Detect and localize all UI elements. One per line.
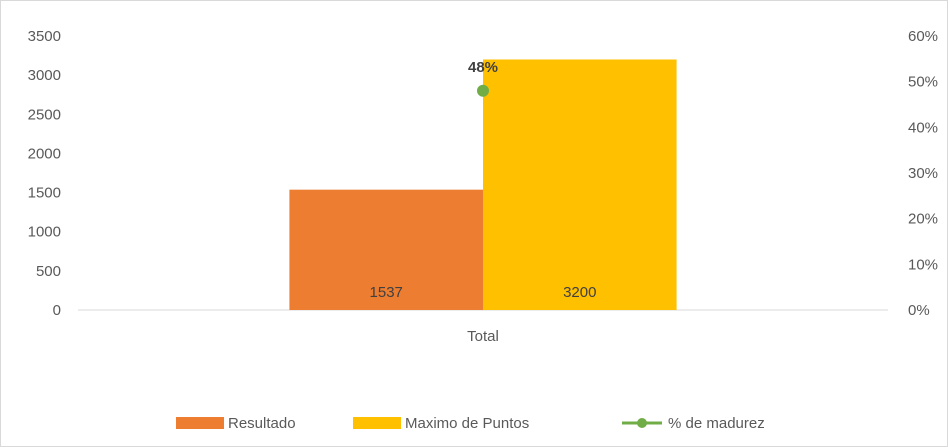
legend-label: % de madurez [668, 415, 765, 432]
line-point [477, 84, 489, 97]
y-tick-label: 3500 [28, 28, 61, 45]
x-tick-label: Total [467, 328, 499, 345]
bar-data-label: 1537 [370, 284, 403, 301]
y2-tick-label: 60% [908, 28, 938, 45]
y-tick-label: 2000 [28, 145, 61, 162]
y2-tick-label: 0% [908, 302, 930, 319]
line-data-label: 48% [468, 59, 498, 76]
axes: 0 500 1000 1500 2000 2500 3000 3500 0% 10% 20% 30% 4… [28, 28, 938, 345]
legend-label: Maximo de Puntos [405, 415, 529, 432]
y2-tick-label: 50% [908, 74, 938, 91]
bar [483, 59, 677, 310]
y-tick-label: 1500 [28, 185, 61, 202]
legend: Resultado Maximo de Puntos % de madurez [176, 415, 765, 432]
y-tick-label: 3000 [28, 67, 61, 84]
y2-tick-label: 30% [908, 165, 938, 182]
bars [289, 59, 677, 310]
y-tick-label: 2500 [28, 106, 61, 123]
y-tick-label: 0 [53, 302, 61, 319]
bar [289, 189, 483, 310]
legend-swatch [353, 417, 401, 429]
y2-tick-label: 40% [908, 119, 938, 136]
y2-tick-label: 10% [908, 256, 938, 273]
legend-marker [637, 418, 647, 428]
bar-data-label: 3200 [563, 284, 596, 301]
y2-tick-label: 20% [908, 211, 938, 228]
line-series [477, 84, 489, 97]
legend-label: Resultado [228, 415, 296, 432]
y-tick-label: 1000 [28, 224, 61, 241]
legend-swatch [176, 417, 224, 429]
y-tick-label: 500 [36, 263, 61, 280]
data-labels: 1537 3200 48% [370, 59, 597, 301]
